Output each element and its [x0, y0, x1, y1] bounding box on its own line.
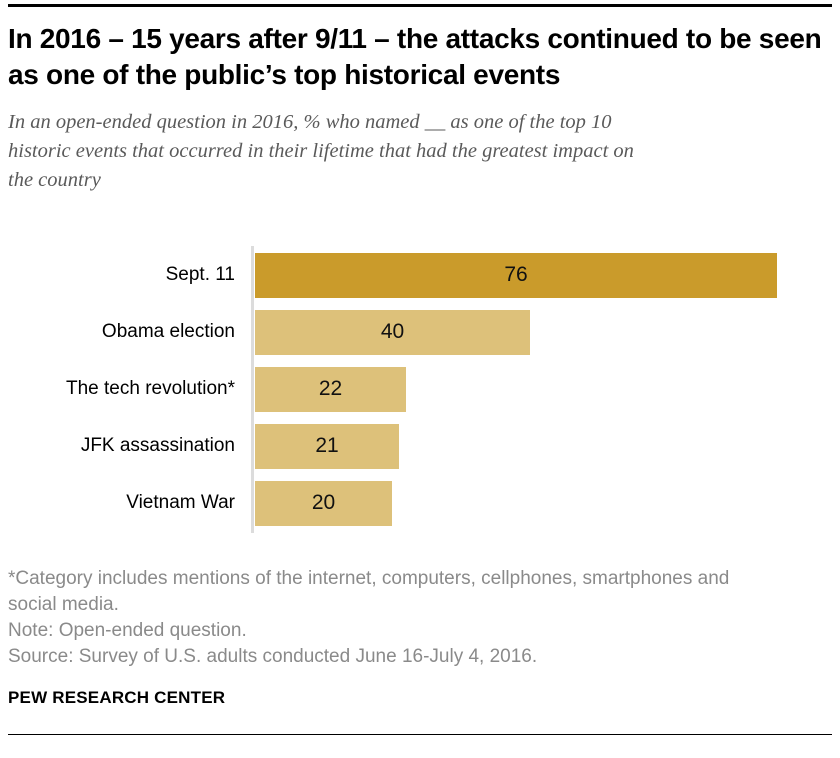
bar: 20 [255, 480, 392, 526]
bottom-rule [8, 733, 832, 735]
bar-chart: Sept. 11 76 Obama election 40 The tech revol… [0, 245, 840, 533]
bar: 22 [255, 366, 406, 412]
asterisk-note: *Category includes mentions of the inter… [8, 567, 730, 615]
value-label: 21 [315, 434, 339, 457]
category-label: Vietnam War [126, 492, 235, 513]
category-label: The tech revolution* [66, 378, 235, 399]
value-label: 40 [380, 320, 405, 343]
value-label: 76 [504, 263, 528, 286]
bar: 76 [255, 252, 777, 298]
bar-row: Vietnam War 20 [0, 480, 840, 526]
y-axis-line [251, 245, 254, 533]
value-label: 20 [311, 491, 336, 514]
category-label: Sept. 11 [165, 264, 235, 285]
bar-row: JFK assassination 21 [0, 423, 840, 469]
value-label: 22 [318, 377, 343, 400]
source-note: Source: Survey of U.S. adults conducted … [8, 645, 538, 667]
bar-rows: Sept. 11 76 Obama election 40 The tech revol… [0, 252, 840, 526]
pew-research-center-wordmark: PEW RESEARCH CENTER [8, 687, 226, 707]
bar: 40 [255, 309, 530, 355]
category-label: JFK assassination [80, 435, 235, 456]
bar: 21 [255, 423, 399, 469]
methodology-note: Note: Open-ended question. [8, 619, 247, 641]
footnotes: *Category includes mentions of the inter… [8, 566, 832, 670]
top-rule [8, 4, 832, 7]
category-label: Obama election [101, 321, 235, 342]
chart-title: In 2016 – 15 years after 9/11 – the atta… [8, 22, 822, 90]
bar-row: The tech revolution* 22 [0, 366, 840, 412]
bar-row: Obama election 40 [0, 309, 840, 355]
bar-row: Sept. 11 76 [0, 252, 840, 298]
chart-subtitle: In an open-ended question in 2016, % who… [8, 110, 634, 191]
